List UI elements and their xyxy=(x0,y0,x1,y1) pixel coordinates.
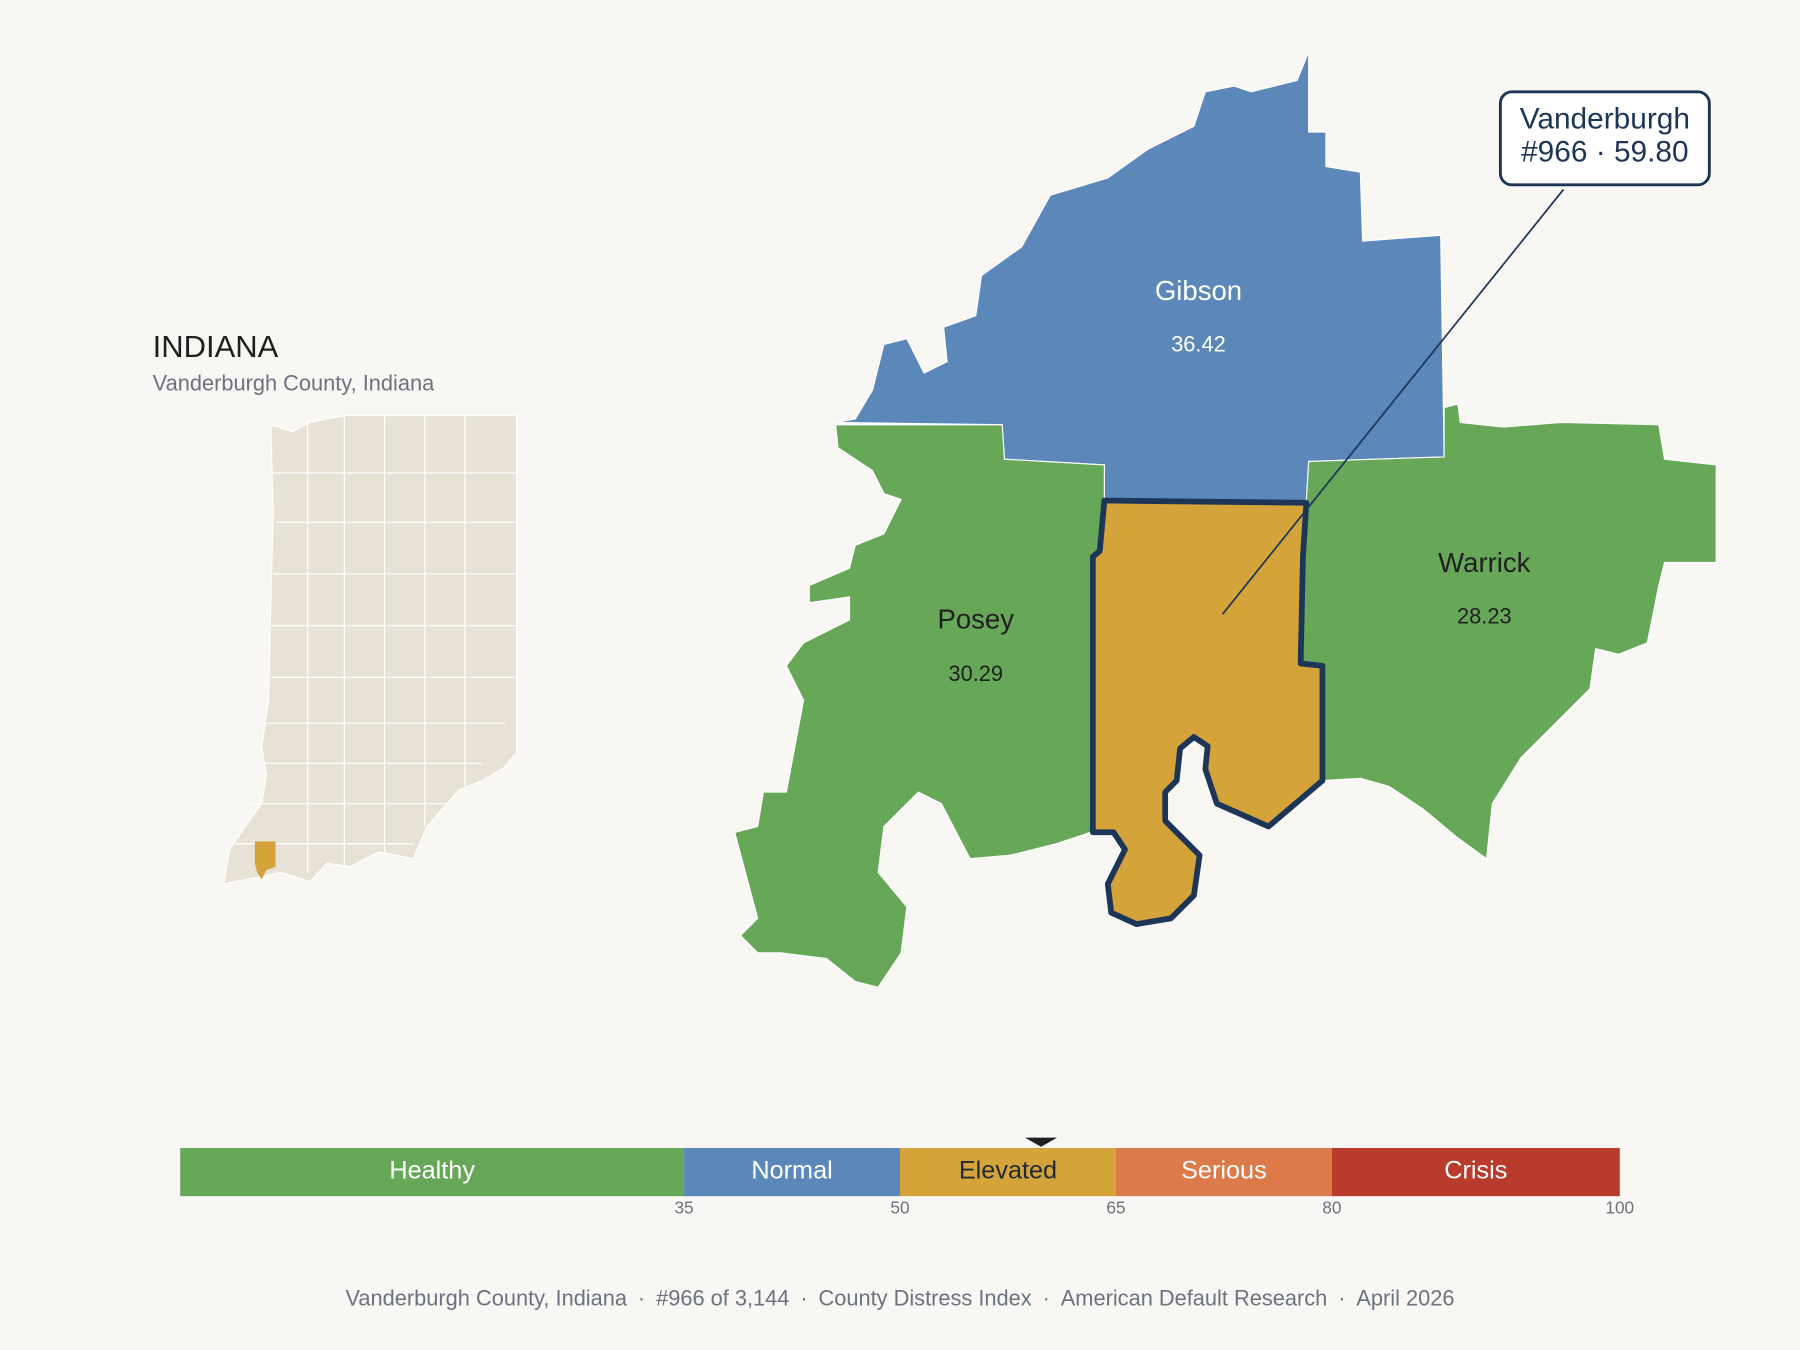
legend-band-label: Elevated xyxy=(959,1157,1057,1185)
legend-band xyxy=(684,1147,900,1197)
callout-leader xyxy=(1221,188,1565,615)
county-lines xyxy=(235,415,517,873)
footer-separator: · xyxy=(1327,1285,1356,1310)
county-posey xyxy=(733,424,1105,988)
county-value: 36.42 xyxy=(1171,331,1226,356)
legend-band-label: Normal xyxy=(751,1157,832,1185)
legend-band-label: Healthy xyxy=(389,1157,475,1185)
legend-tick-label: 80 xyxy=(1322,1197,1341,1217)
footer-part: American Default Research xyxy=(1061,1285,1328,1310)
footer: Vanderburgh County, Indiana · #966 of 3,… xyxy=(345,1285,1454,1310)
footer-part: County Distress Index xyxy=(818,1285,1031,1310)
county-vanderburgh xyxy=(1089,497,1326,927)
score-marker xyxy=(1025,1137,1058,1147)
footer-part: April 2026 xyxy=(1356,1285,1454,1310)
legend-tick-label: 50 xyxy=(890,1197,909,1217)
state-inset xyxy=(223,414,518,885)
inset-title: INDIANA xyxy=(153,329,279,364)
legend-band xyxy=(180,1147,685,1197)
callout-label: #966 · 59.80 xyxy=(1521,136,1689,169)
callout-box xyxy=(1498,90,1711,187)
legend-band xyxy=(900,1147,1116,1197)
legend-tick-label: 100 xyxy=(1605,1197,1634,1217)
legend-tick-label: 35 xyxy=(674,1197,693,1217)
county-value: 28.23 xyxy=(1457,603,1512,628)
highlight-county xyxy=(254,841,276,880)
county-warrick xyxy=(1300,403,1717,860)
county-name: Gibson xyxy=(1155,275,1242,306)
legend: Healthy Normal Elevated Serious Crisis 35 50 65… xyxy=(180,1137,1634,1217)
county-name: Warrick xyxy=(1438,547,1531,578)
legend-tick-label: 65 xyxy=(1106,1197,1125,1217)
inset-subtitle: Vanderburgh County, Indiana xyxy=(153,370,435,395)
legend-band xyxy=(1115,1147,1332,1197)
county-value: 30.29 xyxy=(948,661,1003,686)
footer-separator: · xyxy=(1032,1285,1061,1310)
footer-separator: · xyxy=(627,1285,656,1310)
footer-part: Vanderburgh County, Indiana xyxy=(345,1285,627,1310)
footer-part: #966 of 3,144 xyxy=(656,1285,789,1310)
legend-band-label: Crisis xyxy=(1444,1157,1507,1185)
county-name: Posey xyxy=(937,603,1014,634)
footer-separator: · xyxy=(789,1285,818,1310)
legend-band xyxy=(1331,1147,1620,1197)
callout-name: Vanderburgh xyxy=(1520,102,1690,135)
legend-band-label: Serious xyxy=(1181,1157,1267,1185)
state-outline xyxy=(223,414,518,885)
